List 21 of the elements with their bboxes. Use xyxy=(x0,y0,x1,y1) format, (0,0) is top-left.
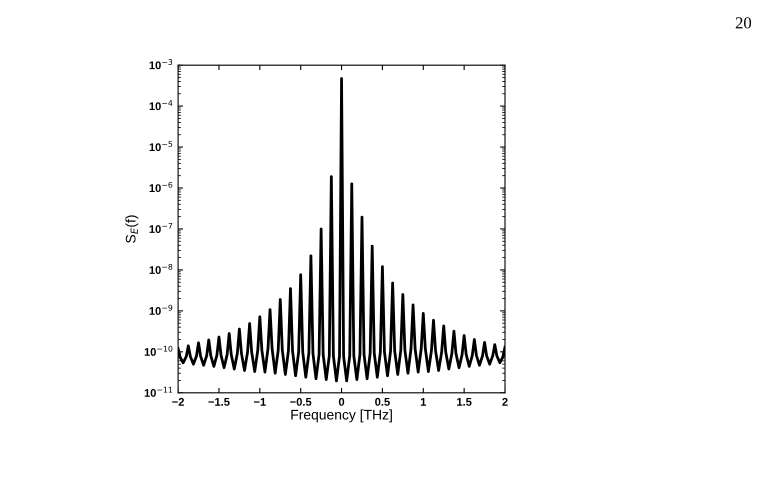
x-tick-label: −0.5 xyxy=(290,398,312,406)
x-tick-label: −1.5 xyxy=(208,398,230,406)
y-tick-label: 10$^{−4}$ xyxy=(150,100,172,110)
x-tick-label: 1.5 xyxy=(457,398,472,406)
y-tick-label: 10$^{−9}$ xyxy=(150,304,172,315)
text: 20 xyxy=(736,17,752,28)
x-tick-label: 0.5 xyxy=(375,398,390,406)
x-tick-label: 0 xyxy=(338,398,344,406)
y-tick-label: 10$^{−3}$ xyxy=(150,59,172,70)
y-tick-label: 10$^{−6}$ xyxy=(150,182,172,192)
y-tick-label: 10$^{−10}$ xyxy=(144,346,172,356)
x-axis-title: Frequency [THz] xyxy=(291,409,392,422)
x-tick-label: −1 xyxy=(254,398,266,406)
y-tick-label: 10$^{−7}$ xyxy=(150,222,172,234)
y-axis-title: S$_{E}$(f) xyxy=(125,215,138,243)
x-tick-label: 1 xyxy=(420,398,426,406)
x-tick-label: 2 xyxy=(502,398,508,406)
y-tick-label: 10$^{−11}$ xyxy=(144,386,172,397)
x-tick-label: −2 xyxy=(172,398,184,406)
y-tick-label: 10$^{−5}$ xyxy=(150,141,172,152)
y-tick-label: 10$^{−8}$ xyxy=(150,264,172,274)
